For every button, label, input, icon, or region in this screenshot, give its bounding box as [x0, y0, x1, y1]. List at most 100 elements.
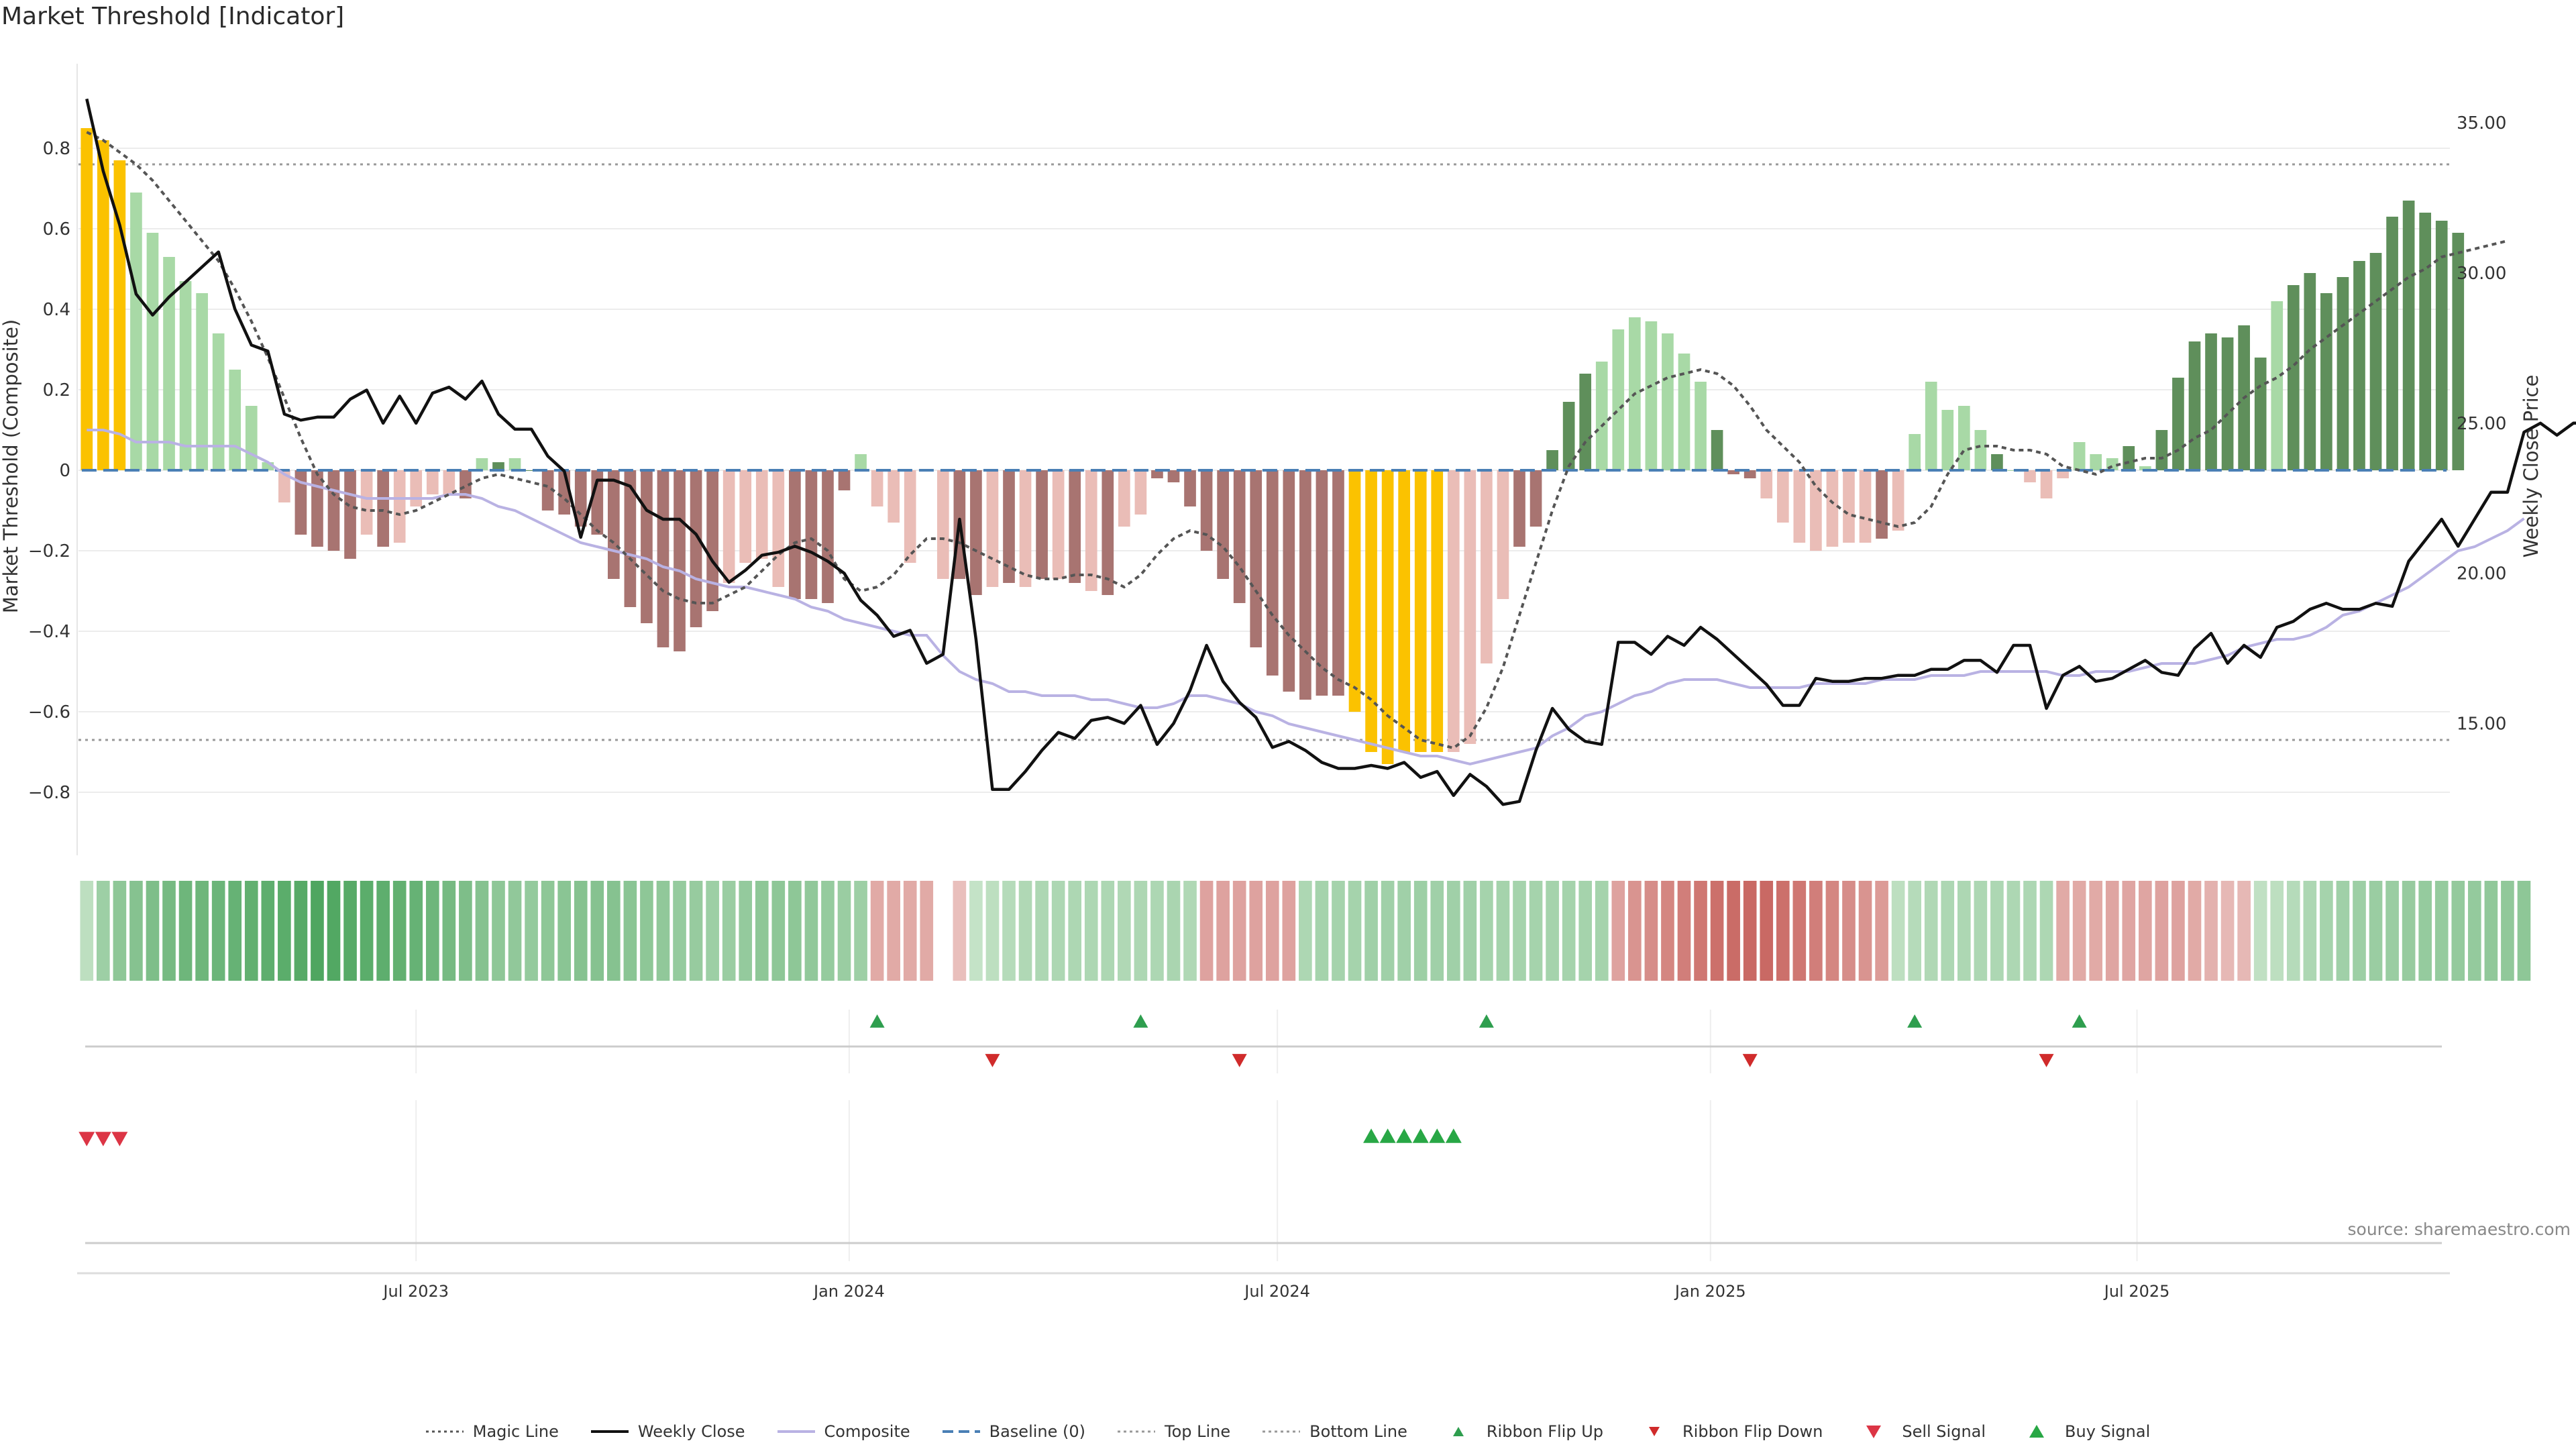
x-tick-label: Jan 2024 — [812, 1282, 885, 1301]
bar — [1102, 470, 1114, 595]
bar — [130, 193, 142, 470]
bar — [2287, 285, 2300, 470]
series-lines — [81, 98, 2576, 806]
bar — [1645, 321, 1658, 470]
x-tick-label: Jul 2023 — [382, 1282, 449, 1301]
bar — [2090, 454, 2102, 470]
ribbon-cell — [475, 881, 489, 981]
legend-label: Ribbon Flip Up — [1486, 1422, 1603, 1441]
ribbon-strip — [80, 881, 2531, 981]
ribbon-cell — [1825, 881, 1839, 981]
bar — [2024, 470, 2036, 482]
legend-swatch — [425, 1430, 464, 1433]
ribbon-cell — [1364, 881, 1378, 981]
bar — [1826, 470, 1839, 547]
ribbon-cell — [2188, 881, 2202, 981]
bar — [904, 470, 916, 563]
bar — [1365, 470, 1377, 752]
bar — [805, 470, 818, 599]
ribbon-cell — [2434, 881, 2449, 981]
bar — [607, 470, 620, 579]
x-tick-label: Jul 2024 — [1243, 1282, 1310, 1301]
bar — [426, 470, 439, 494]
y-tick-label: −0.2 — [28, 541, 70, 561]
ribbon-cell — [2155, 881, 2169, 981]
bar — [2205, 333, 2217, 470]
bar — [2386, 217, 2398, 470]
bar — [871, 470, 883, 506]
ribbon-cell — [722, 881, 736, 981]
legend-label: Buy Signal — [2065, 1422, 2151, 1441]
y2-tick-label: 30.00 — [2457, 264, 2506, 284]
magic-line — [86, 131, 2508, 750]
legend-label: Weekly Close — [637, 1422, 745, 1441]
ribbon-cell — [2122, 881, 2136, 981]
bar — [641, 470, 653, 623]
ribbon-flip-up-marker — [1907, 1014, 1923, 1028]
ribbon-flip-down-marker — [2039, 1054, 2054, 1067]
ribbon-cell — [2089, 881, 2103, 981]
legend-item: Ribbon Flip Down — [1635, 1422, 1823, 1441]
y-tick-label: 0 — [59, 461, 70, 481]
ribbon-cell — [1315, 881, 1329, 981]
legend-item: Weekly Close — [590, 1422, 745, 1441]
bar — [690, 470, 702, 627]
ribbon-cell — [195, 881, 209, 981]
bar — [1892, 470, 1904, 531]
ribbon-cell — [1908, 881, 1921, 981]
ribbon-cell — [2139, 881, 2152, 981]
buy-signal-marker — [1379, 1128, 1396, 1143]
ribbon-flip-up-marker — [1133, 1014, 1148, 1028]
ribbon-cell — [80, 881, 94, 981]
bar — [1497, 470, 1509, 599]
ribbon-cell — [2023, 881, 2037, 981]
bar — [377, 470, 389, 547]
bar — [1036, 470, 1048, 579]
ribbon-cell — [1232, 881, 1246, 981]
ribbon-flip-down-marker — [1232, 1054, 1247, 1067]
bar — [1447, 470, 1460, 752]
ribbon-cell — [1051, 881, 1065, 981]
ribbon-cell — [278, 881, 291, 981]
y2-tick-label: 15.00 — [2457, 714, 2506, 734]
bar — [2221, 337, 2234, 470]
ribbon-cell — [2517, 881, 2531, 981]
legend-label: Composite — [824, 1422, 910, 1441]
legend-swatch — [1866, 1426, 1882, 1438]
bar — [525, 470, 537, 471]
ribbon-cell — [2320, 881, 2333, 981]
legend-item: Buy Signal — [2018, 1422, 2150, 1441]
bar — [1052, 470, 1065, 579]
ribbon-cell — [2237, 881, 2251, 981]
bar — [2007, 470, 2020, 471]
ribbon-cell — [1002, 881, 1016, 981]
bar — [1233, 470, 1246, 603]
ribbon-cell — [1397, 881, 1411, 981]
bar — [344, 470, 356, 559]
ribbon-cell — [97, 881, 110, 981]
bar — [2123, 446, 2135, 470]
ribbon-cell — [343, 881, 357, 981]
legend-swatch — [2029, 1425, 2045, 1438]
bar — [936, 470, 949, 579]
ribbon-cell — [755, 881, 769, 981]
ribbon-cell — [1974, 881, 1988, 981]
bar — [2188, 341, 2201, 470]
ribbon-cell — [1134, 881, 1148, 981]
bar — [179, 281, 192, 470]
bar — [1464, 470, 1477, 744]
y-tick-label: 0.8 — [43, 139, 70, 159]
ribbon-cell — [1167, 881, 1181, 981]
ribbon-cell — [2385, 881, 2399, 981]
ribbon-cell — [771, 881, 786, 981]
bar — [772, 470, 785, 587]
ribbon-flip-up-marker — [869, 1014, 885, 1028]
bar — [1398, 470, 1411, 752]
ribbon-cell — [2484, 881, 2498, 981]
bar — [1562, 402, 1575, 470]
weekly-close-line — [85, 98, 2576, 806]
ribbon-cell — [1018, 881, 1032, 981]
x-tick-label: Jan 2025 — [1674, 1282, 1746, 1301]
ribbon-cell — [2253, 881, 2267, 981]
ribbon-cell — [1282, 881, 1296, 981]
